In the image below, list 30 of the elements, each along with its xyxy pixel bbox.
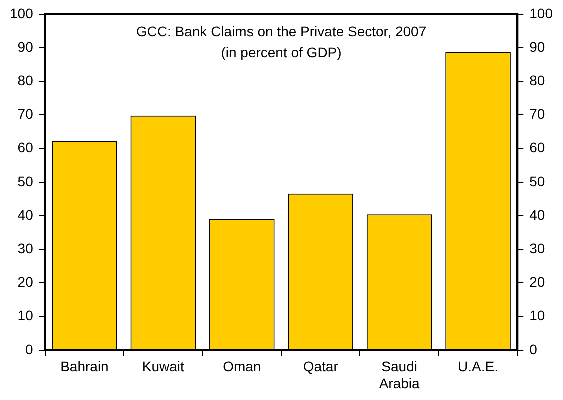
y-tick-label: 40 (18, 206, 34, 223)
y2-tick-label: 60 (530, 140, 546, 156)
x-tick-label: Qatar (303, 358, 339, 375)
y2-tick-label: 50 (530, 173, 546, 190)
y-tick-label: 100 (10, 5, 34, 22)
x-tick-label: U.A.E. (458, 358, 499, 375)
y2-tick-label: 90 (530, 38, 546, 55)
y2-tick-label: 80 (530, 72, 546, 88)
y2-tick-label: 0 (530, 341, 538, 358)
y2-tick-label: 30 (530, 240, 546, 256)
y2-tick-label: 10 (530, 308, 546, 324)
y-tick-label: 60 (18, 140, 34, 156)
x-tick-label: Saudi Arabia (379, 358, 420, 392)
y-tick-label: 70 (18, 106, 34, 122)
y-tick-label: 80 (18, 72, 34, 88)
text: (in percent of GDP) (221, 44, 342, 60)
text: GCC: Bank Claims on the Private Sector, 2007 (136, 23, 427, 40)
y2-tick-label: 20 (530, 274, 546, 290)
y-tick-label: 90 (18, 38, 34, 55)
y2-tick-label: 100 (530, 5, 554, 22)
x-tick-label: Bahrain (60, 358, 109, 375)
y-tick-label: 30 (18, 240, 34, 256)
y2-tick-label: 70 (530, 106, 546, 122)
y-tick-label: 20 (18, 274, 34, 290)
y-tick-label: 10 (18, 308, 34, 324)
x-tick-label: Oman (223, 358, 262, 375)
y2-tick-label: 40 (530, 206, 546, 223)
y-tick-label: 0 (26, 341, 34, 358)
x-tick-label: Kuwait (142, 358, 185, 375)
y-tick-label: 50 (18, 173, 34, 190)
